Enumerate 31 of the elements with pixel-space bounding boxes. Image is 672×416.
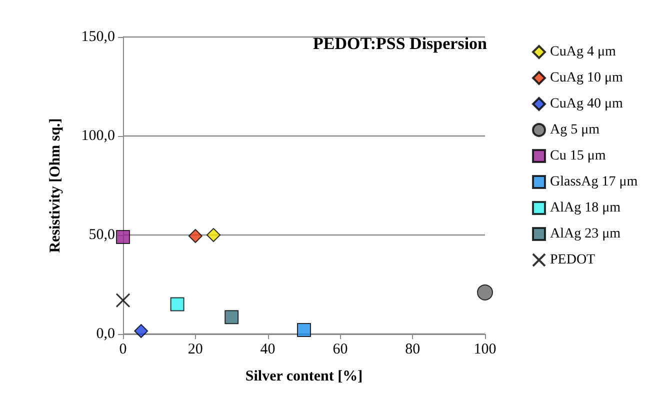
chart-title: PEDOT:PSS Dispersion (313, 34, 488, 53)
y-tick-label: 150,0 (81, 29, 115, 45)
x-axis-title: Silver content [%] (245, 368, 363, 384)
point (188, 228, 202, 243)
legend-label: Ag 5 μm (550, 122, 600, 138)
x-tick-label: 40 (260, 342, 276, 358)
x-tick-label: 0 (119, 342, 127, 358)
legend-label: CuAg 40 μm (550, 96, 623, 112)
point (297, 323, 311, 338)
point (224, 310, 239, 324)
point (170, 297, 184, 312)
legend-label: AlAg 18 μm (550, 200, 621, 216)
legend-label: CuAg 10 μm (550, 70, 623, 86)
point (116, 293, 130, 308)
point (134, 324, 148, 338)
y-axis-title: Resistivity [Ohm sq.] (48, 118, 64, 253)
y-tick-label: 0,0 (96, 326, 115, 342)
x-tick-label: 80 (405, 342, 420, 358)
x-tick-label: 60 (332, 342, 348, 358)
y-tick-label: 50,0 (88, 227, 115, 243)
point (206, 228, 220, 242)
point (477, 284, 493, 300)
legend-label: CuAg 4 μm (550, 44, 616, 60)
legend-label: AlAg 23 μm (550, 226, 621, 242)
legend-label: PEDOT (550, 252, 596, 268)
x-tick-label: 20 (188, 342, 203, 358)
x-tick-label: 100 (474, 342, 496, 358)
point (116, 230, 130, 244)
legend-label: GlassAg 17 μm (550, 174, 638, 190)
y-tick-label: 100,0 (81, 128, 115, 144)
legend-label: Cu 15 μm (550, 148, 606, 164)
